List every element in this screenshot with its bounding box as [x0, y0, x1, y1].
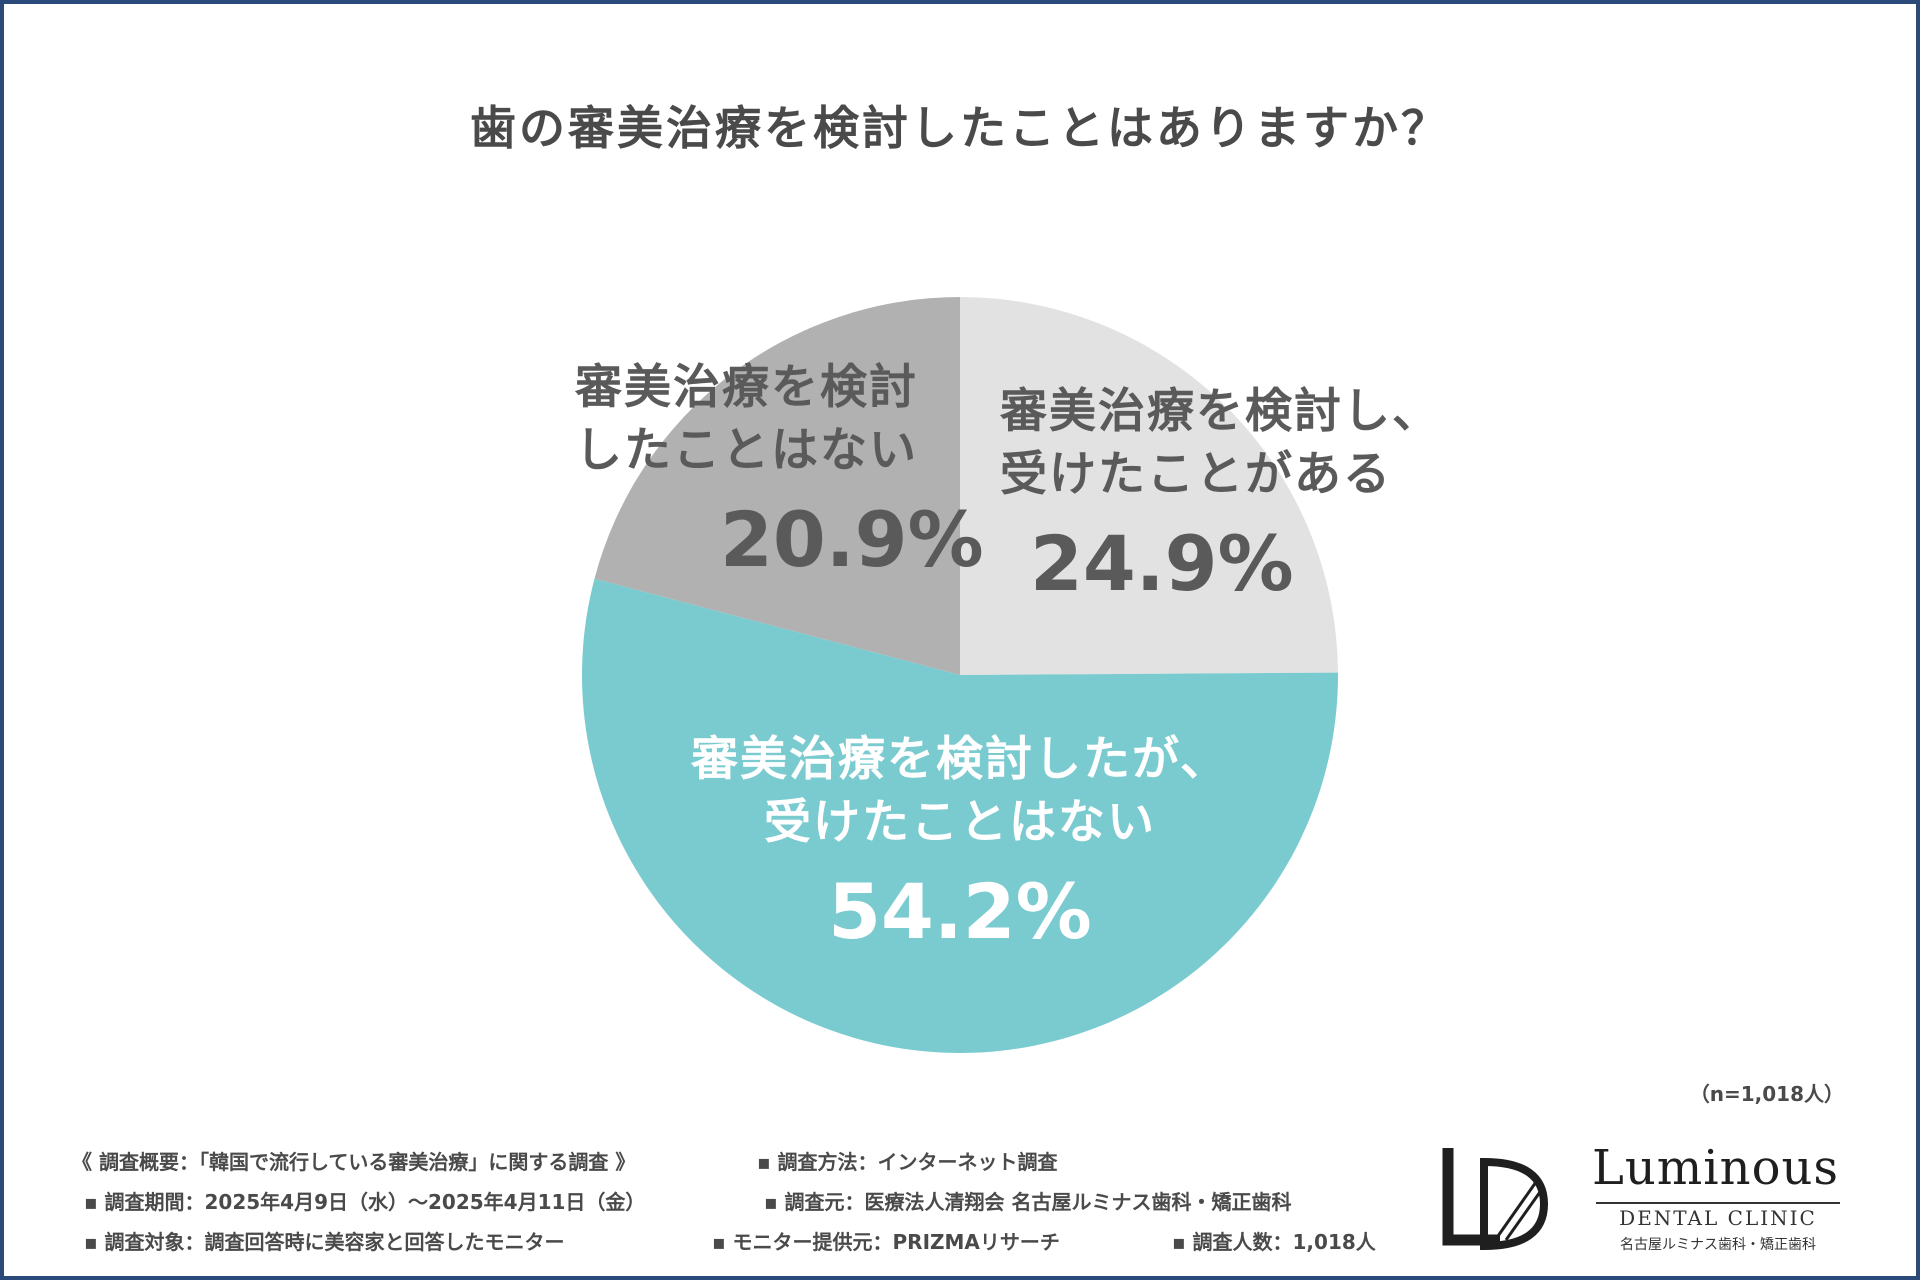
label-not-considered: 審美治療を検討 したことはない 20.9%	[575, 356, 984, 591]
chart-title: 歯の審美治療を検討したことはありますか？	[470, 101, 1450, 155]
logo-divider	[1596, 1202, 1840, 1204]
footnote-provider: ▪ モニター提供元：PRIZMAリサーチ	[712, 1230, 1060, 1254]
footnote-source: ▪ 調査元：医療法人清翔会 名古屋ルミナス歯科・矯正歯科	[764, 1190, 1292, 1214]
label-considered-received-line1: 審美治療を検討し、	[1000, 384, 1441, 439]
label-considered-not-received-line2: 受けたことはない	[764, 795, 1156, 851]
label-considered-received-line2: 受けたことがある	[1000, 447, 1392, 503]
footnote-target: ▪ 調査対象：調査回答時に美容家と回答したモニター	[84, 1230, 565, 1254]
label-not-considered-line1: 審美治療を検討	[575, 360, 918, 415]
label-considered-not-received: 審美治療を検討したが、 受けたことはない 54.2%	[600, 728, 1320, 963]
sample-size: （n=1,018人）	[1689, 1082, 1844, 1106]
pie-slice-not-considered	[594, 297, 960, 675]
label-considered-not-received-pct: 54.2%	[828, 866, 1092, 956]
label-considered-received: 審美治療を検討し、 受けたことがある 24.9%	[1000, 380, 1480, 615]
logo-name: Luminous	[1592, 1140, 1840, 1196]
pie-slice-considered-received	[960, 297, 1338, 675]
clinic-logo: Luminous DENTAL CLINIC 名古屋ルミナス歯科・矯正歯科	[1440, 1140, 1850, 1257]
label-considered-not-received-line1: 審美治療を検討したが、	[690, 732, 1230, 787]
footnote-method: ▪ 調査方法：インターネット調査	[757, 1150, 1058, 1174]
pie-slice-considered-not-received	[582, 578, 1339, 1053]
label-not-considered-line2: したことはない	[575, 423, 918, 479]
label-not-considered-pct: 20.9%	[720, 494, 984, 584]
label-considered-received-pct: 24.9%	[1030, 518, 1294, 608]
logo-subtitle: DENTAL CLINIC	[1619, 1206, 1817, 1230]
footnote-period: ▪ 調査期間：2025年4月9日（水）〜2025年4月11日（金）	[84, 1190, 646, 1214]
ld-logo-mark	[1442, 1148, 1549, 1251]
survey-footnotes: 《 調査概要：「韓国で流行している審美治療」に関する調査 》 ▪ 調査方法：イン…	[72, 1146, 1402, 1266]
logo-japanese-name: 名古屋ルミナス歯科・矯正歯科	[1620, 1237, 1816, 1253]
footnote-count: ▪ 調査人数：1,018人	[1172, 1230, 1376, 1254]
footnote-overview: 《 調査概要：「韓国で流行している審美治療」に関する調査 》	[72, 1150, 636, 1174]
